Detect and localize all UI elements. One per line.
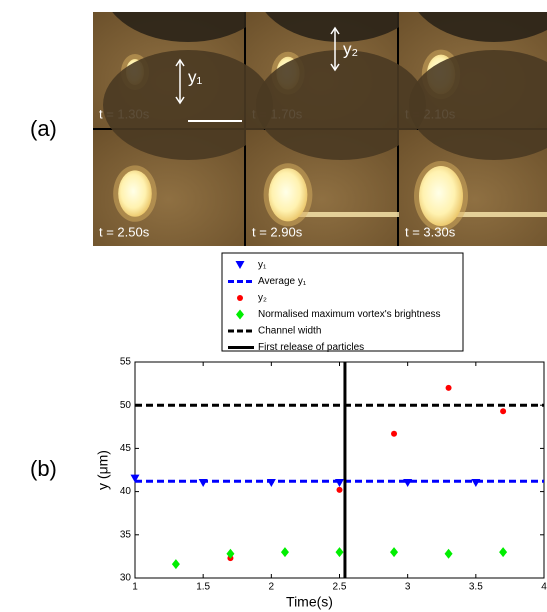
legend-label: Average y₁ xyxy=(258,276,307,287)
panel-label: (b) xyxy=(30,456,57,481)
time-caption: t = 2.90s xyxy=(252,224,303,239)
annotation: y₁ xyxy=(188,67,203,86)
marker xyxy=(445,549,453,559)
plot-frame xyxy=(135,362,544,578)
figure: t = 1.30st = 1.70st = 2.10st = 2.50st = … xyxy=(0,0,547,612)
marker xyxy=(281,547,289,557)
vortex xyxy=(419,166,463,226)
y-axis-label: y (μm) xyxy=(95,450,111,490)
marker xyxy=(172,559,180,569)
photo: t = 3.30s xyxy=(399,50,547,246)
marker xyxy=(336,547,344,557)
marker xyxy=(403,479,412,487)
x-tick-label: 2.5 xyxy=(333,582,347,593)
y-tick-label: 45 xyxy=(120,443,132,454)
x-tick-label: 2 xyxy=(269,582,275,593)
legend-label: y₂ xyxy=(258,293,267,304)
marker xyxy=(471,479,480,487)
panel-label: (a) xyxy=(30,116,57,141)
vortex xyxy=(269,168,308,221)
time-caption: t = 3.30s xyxy=(405,224,456,239)
plot: 30 35 40 45 50 55 1 1.5 2 2.5 3 3.5 4 Time(s) y (μm) xyxy=(95,357,547,610)
marker xyxy=(337,487,343,493)
x-tick-label: 3 xyxy=(405,582,411,593)
marker xyxy=(391,431,397,437)
marker xyxy=(500,408,506,414)
x-tick-label: 4 xyxy=(541,582,547,593)
marker xyxy=(446,385,452,391)
x-tick-label: 1 xyxy=(132,582,138,593)
legend-label: Channel width xyxy=(258,326,321,337)
marker xyxy=(390,547,398,557)
marker xyxy=(335,479,344,487)
legend-label: First release of particles xyxy=(258,342,364,353)
y-tick-label: 30 xyxy=(120,573,132,584)
legend-label: Normalised maximum vortex's brightness xyxy=(258,309,441,320)
x-tick-label: 3.5 xyxy=(469,582,483,593)
y-tick-label: 50 xyxy=(120,400,132,411)
y-tick-label: 35 xyxy=(120,529,132,540)
vortex xyxy=(118,170,152,216)
time-caption: t = 2.50s xyxy=(99,224,150,239)
y-tick-label: 40 xyxy=(120,486,132,497)
marker xyxy=(237,295,243,301)
page: { "panel_a": { "label": "(a)", "captions… xyxy=(0,0,547,612)
marker xyxy=(199,479,208,487)
annotation: y₂ xyxy=(343,39,358,58)
legend-label: y₁ xyxy=(258,260,267,271)
x-axis-label: Time(s) xyxy=(286,594,333,610)
marker xyxy=(267,479,276,487)
x-tick-label: 1.5 xyxy=(196,582,210,593)
y-tick-label: 55 xyxy=(120,357,132,368)
marker xyxy=(499,547,507,557)
